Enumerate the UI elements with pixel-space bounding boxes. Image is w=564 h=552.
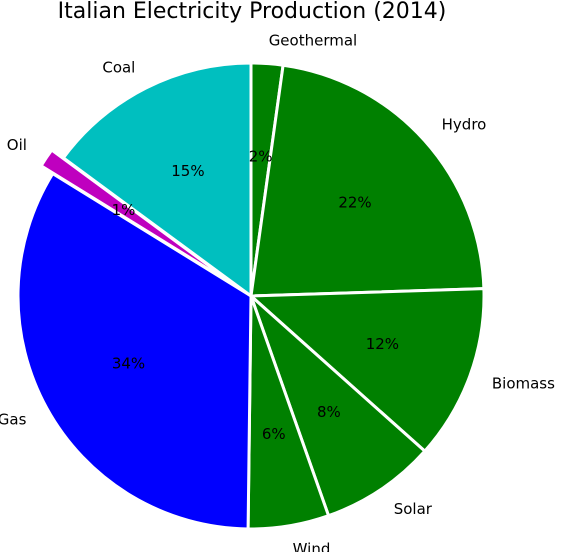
chart-title: Italian Electricity Production (2014) bbox=[58, 0, 447, 24]
slice-oil bbox=[39, 148, 241, 290]
pct-label-hydro: 22% bbox=[338, 194, 371, 212]
slice-coal bbox=[61, 61, 253, 298]
pct-label-solar: 8% bbox=[317, 403, 341, 421]
pct-label-biomass: 12% bbox=[366, 335, 399, 353]
slice-label-geothermal: Geothermal bbox=[269, 31, 358, 49]
slice-label-hydro: Hydro bbox=[442, 116, 487, 134]
pct-label-oil: 1% bbox=[112, 201, 136, 219]
slice-biomass bbox=[249, 287, 486, 453]
slice-label-wind: Wind bbox=[293, 540, 331, 552]
slice-label-gas: Gas bbox=[0, 410, 27, 428]
slice-label-oil: Oil bbox=[7, 136, 27, 154]
slice-label-coal: Coal bbox=[102, 58, 135, 76]
slice-label-biomass: Biomass bbox=[492, 375, 555, 393]
pct-label-gas: 34% bbox=[112, 354, 145, 372]
slice-label-solar: Solar bbox=[394, 500, 433, 518]
slice-hydro bbox=[249, 63, 486, 298]
pie-slices bbox=[16, 61, 486, 531]
slice-gas bbox=[16, 172, 253, 531]
pie-labels: Geothermal 2% Hydro 22% Biomass 12% Solar 8% Win… bbox=[0, 31, 555, 552]
pct-label-geothermal: 2% bbox=[249, 148, 273, 166]
slice-solar bbox=[249, 294, 427, 518]
pct-label-coal: 15% bbox=[171, 162, 204, 180]
pct-label-wind: 6% bbox=[262, 425, 286, 443]
